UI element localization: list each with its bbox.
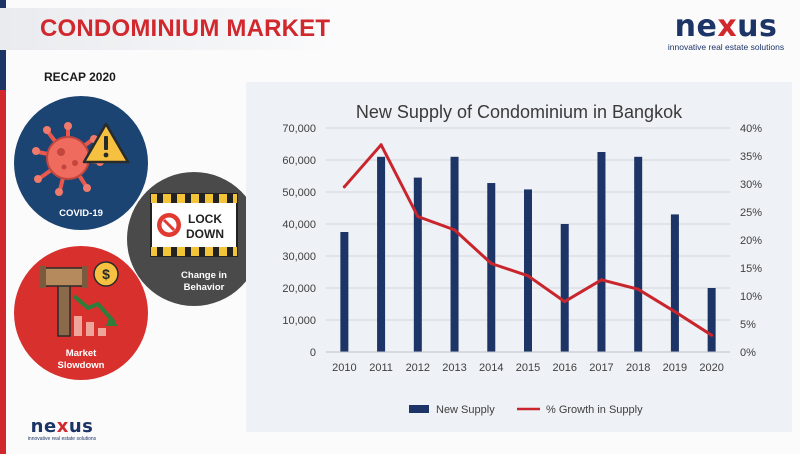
bar-new-supply bbox=[524, 189, 532, 352]
brand-wordmark-small: nexus bbox=[24, 418, 100, 436]
y-left-tick-label: 0 bbox=[310, 347, 316, 359]
y-right-tick-label: 35% bbox=[740, 151, 762, 163]
legend-label-growth: % Growth in Supply bbox=[546, 404, 643, 416]
x-tick-label: 2010 bbox=[332, 362, 356, 374]
change-behavior-label-line-1: Change in bbox=[181, 270, 227, 281]
bar-new-supply bbox=[413, 177, 422, 352]
x-tick-label: 2016 bbox=[552, 362, 576, 374]
brand-word-x-small: x bbox=[56, 416, 69, 437]
left-accent-bar bbox=[0, 90, 6, 454]
y-right-tick-label: 25% bbox=[740, 207, 762, 219]
x-tick-label: 2014 bbox=[479, 362, 503, 374]
point-growth-in-supply bbox=[379, 143, 383, 147]
market-slowdown-label-line-2: Slowdown bbox=[57, 359, 105, 371]
y-right-tick-label: 15% bbox=[740, 263, 762, 275]
slide-title: CONDOMINIUM MARKET bbox=[40, 15, 331, 42]
chart-panel: New Supply of Condominium in Bangkok 0 10… bbox=[246, 82, 792, 432]
bar-new-supply bbox=[670, 214, 679, 352]
market-slowdown-circle: $ Market Slowdown bbox=[14, 246, 148, 380]
market-slowdown-label: Market Slowdown bbox=[14, 348, 148, 372]
y-left-tick-label: 70,000 bbox=[282, 123, 316, 135]
down-sign-text: DOWN bbox=[186, 227, 224, 241]
x-tick-label: 2018 bbox=[626, 362, 650, 374]
gavel-decline-icon: $ bbox=[40, 261, 119, 337]
legend-swatch-new-supply bbox=[409, 405, 429, 413]
y-left-tick-label: 10,000 bbox=[282, 315, 316, 327]
y-left-tick-label: 50,000 bbox=[282, 187, 316, 199]
x-tick-label: 2019 bbox=[663, 362, 687, 374]
coin-symbol: $ bbox=[102, 266, 110, 282]
change-behavior-label-line-2: Behavior bbox=[183, 281, 225, 293]
y-right-tick-label: 30% bbox=[740, 179, 762, 191]
supply-chart: New Supply of Condominium in Bangkok 0 10… bbox=[282, 102, 762, 416]
point-growth-in-supply bbox=[636, 287, 640, 291]
point-growth-in-supply bbox=[599, 278, 603, 282]
bar-new-supply bbox=[560, 224, 569, 352]
y-right-tick-label: 0% bbox=[740, 347, 756, 359]
x-tick-label: 2011 bbox=[369, 362, 393, 374]
point-growth-in-supply bbox=[526, 274, 530, 278]
x-tick-label: 2013 bbox=[442, 362, 466, 374]
bar-new-supply bbox=[597, 152, 606, 352]
y-right-tick-label: 5% bbox=[740, 319, 756, 331]
lockdown-circle: LOCK DOWN Change in Behavior bbox=[127, 172, 261, 306]
chart-legend: New Supply % Growth in Supply bbox=[409, 404, 643, 416]
point-growth-in-supply bbox=[342, 185, 346, 189]
chart-title: New Supply of Condominium in Bangkok bbox=[356, 102, 683, 122]
point-growth-in-supply bbox=[489, 262, 493, 266]
y-left-tick-label: 60,000 bbox=[282, 155, 316, 167]
x-tick-label: 2017 bbox=[589, 362, 613, 374]
point-growth-in-supply bbox=[710, 333, 714, 337]
brand-word-x: x bbox=[717, 9, 738, 44]
brand-tagline: innovative real estate solutions bbox=[667, 42, 785, 52]
title-band bbox=[0, 8, 332, 50]
point-growth-in-supply bbox=[563, 300, 567, 304]
x-tick-label: 2020 bbox=[699, 362, 723, 374]
market-slowdown-label-line-1: Market bbox=[65, 348, 97, 359]
bar-new-supply bbox=[487, 183, 496, 352]
y-left-tick-label: 30,000 bbox=[282, 251, 316, 263]
covid-label: COVID-19 bbox=[59, 208, 103, 219]
y-left-tick-label: 40,000 bbox=[282, 219, 316, 231]
covid-circle: COVID-19 bbox=[14, 96, 148, 230]
legend-label-new-supply: New Supply bbox=[436, 404, 495, 416]
brand-logo-top: nexus innovative real estate solutions bbox=[662, 12, 790, 52]
change-behavior-label: Change in Behavior bbox=[127, 270, 281, 294]
point-growth-in-supply bbox=[453, 228, 457, 232]
brand-word-post: us bbox=[737, 9, 778, 44]
x-tick-label: 2012 bbox=[406, 362, 430, 374]
lockdown-sign-icon: LOCK DOWN bbox=[150, 193, 238, 257]
bar-new-supply bbox=[377, 156, 386, 352]
brand-word-pre-small: ne bbox=[30, 416, 57, 437]
hazard-stripes-bottom bbox=[151, 247, 237, 256]
lock-sign-text: LOCK bbox=[188, 212, 222, 226]
hazard-stripes-top bbox=[151, 194, 237, 203]
point-growth-in-supply bbox=[673, 310, 677, 314]
bar-new-supply bbox=[707, 288, 716, 352]
x-tick-label: 2015 bbox=[516, 362, 540, 374]
recap-heading: RECAP 2020 bbox=[44, 70, 116, 84]
bar-new-supply bbox=[634, 156, 643, 352]
virus-warning-icon bbox=[32, 122, 130, 196]
brand-word-post-small: us bbox=[68, 416, 94, 437]
bar-new-supply bbox=[340, 232, 349, 352]
y-right-tick-label: 10% bbox=[740, 291, 762, 303]
brand-word-pre: ne bbox=[674, 9, 718, 44]
brand-tagline-small: innovative real estate solutions bbox=[27, 436, 97, 442]
bar-new-supply bbox=[450, 156, 459, 352]
y-right-tick-label: 20% bbox=[740, 235, 762, 247]
point-growth-in-supply bbox=[416, 214, 420, 218]
y-left-tick-label: 20,000 bbox=[282, 283, 316, 295]
brand-logo-bottom: nexus innovative real estate solutions bbox=[24, 418, 100, 442]
brand-wordmark: nexus bbox=[662, 12, 790, 42]
y-right-tick-label: 40% bbox=[740, 123, 762, 135]
